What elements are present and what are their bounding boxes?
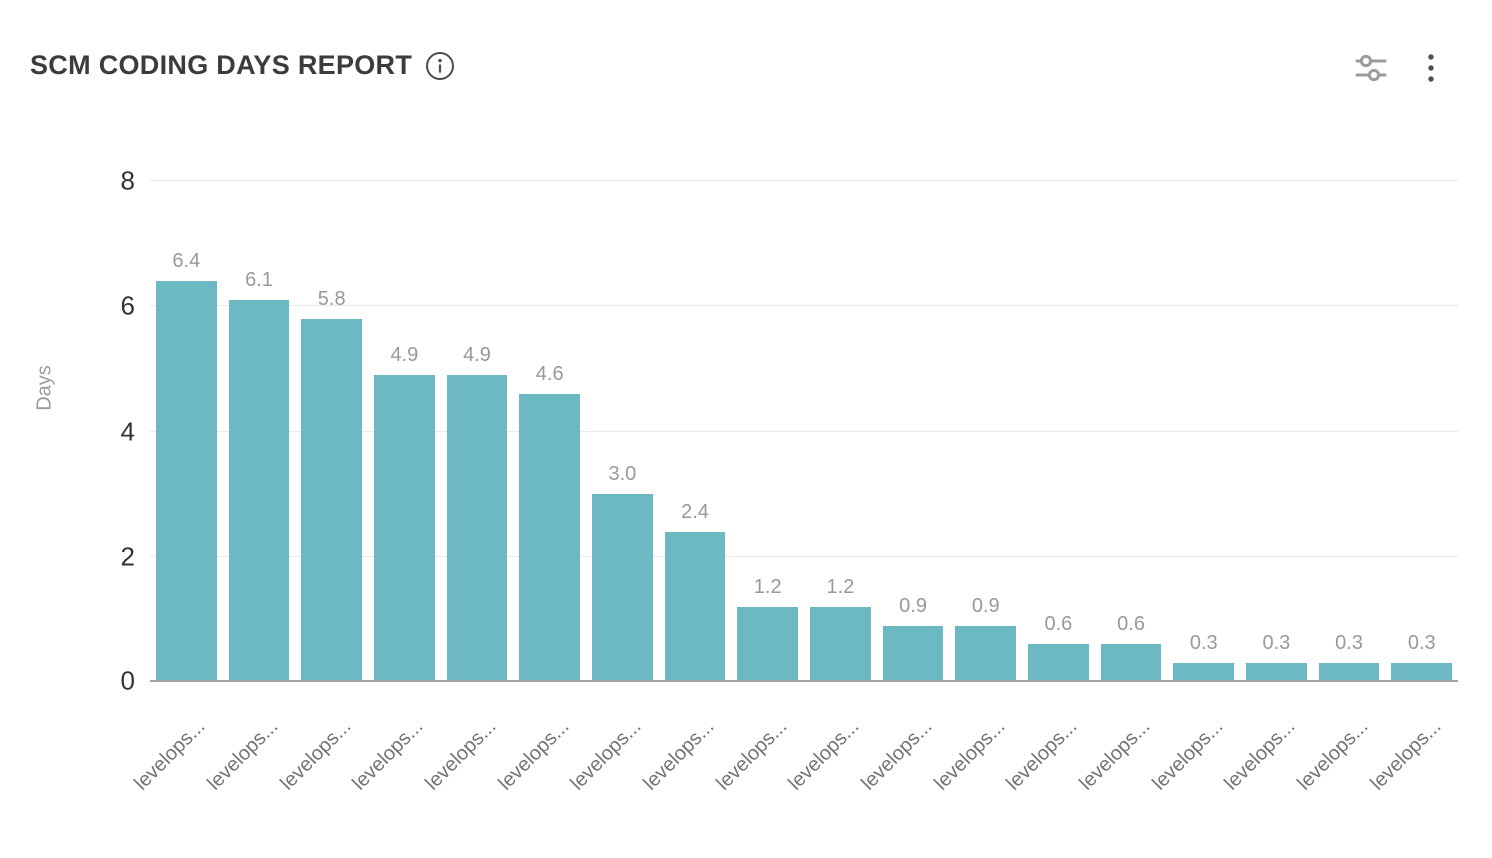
y-axis-title: Days (33, 365, 56, 411)
bar-slot-0: 6.4 levelops... (131, 181, 223, 795)
bar-value-label: 1.2 (826, 575, 855, 598)
bar-value-label: 0.6 (1044, 613, 1073, 636)
y-tick-label: 8 (120, 165, 135, 196)
bar-slot-5: 4.6 levelops... (494, 181, 586, 795)
x-axis-label: levelops... (639, 715, 719, 795)
bar-value-label: 6.4 (172, 250, 201, 273)
x-axis-label: levelops... (130, 715, 210, 795)
gridline-y-8: 8 (121, 166, 1458, 196)
gridline-y-0: 0 (121, 666, 1458, 696)
x-axis-label: levelops... (348, 715, 428, 795)
bar-slot-8: 1.2 levelops... (712, 181, 804, 795)
bar-8[interactable] (737, 606, 799, 682)
bar-12[interactable] (1028, 644, 1089, 682)
x-axis-label: levelops... (275, 715, 356, 795)
bar-0[interactable] (156, 281, 217, 682)
bar-slot-17: 0.3 levelops... (1366, 181, 1458, 795)
bar-slot-7: 2.4 levelops... (639, 181, 732, 795)
x-axis-label: levelops... (1293, 715, 1373, 795)
bar-slot-11: 0.9 levelops... (930, 181, 1022, 795)
bar-slot-3: 4.9 levelops... (349, 181, 441, 795)
bar-value-label: 0.3 (1262, 632, 1291, 655)
bar-value-label: 4.9 (390, 344, 419, 367)
plot-area: 0 2 4 6 8 6.4 levelops... 6.1 levelops... 5.8 leve… (121, 166, 1458, 795)
x-axis-label: levelops... (1365, 715, 1446, 795)
bar-value-label: 4.6 (535, 362, 564, 385)
header-actions (1354, 52, 1436, 84)
filter-sliders-icon[interactable] (1354, 54, 1388, 82)
bar-7[interactable] (664, 531, 726, 682)
y-tick-label: 4 (120, 416, 135, 446)
bar-3[interactable] (374, 375, 435, 682)
x-axis-label: levelops... (784, 715, 864, 795)
bar-10[interactable] (882, 625, 944, 682)
kebab-menu-icon[interactable] (1426, 52, 1436, 84)
bar-5[interactable] (519, 393, 581, 682)
y-tick-label: 2 (120, 541, 135, 572)
bar-value-label: 6.1 (245, 269, 273, 291)
x-axis-label: levelops... (1220, 715, 1300, 795)
y-tick-label: 6 (120, 290, 135, 321)
x-axis-label: levelops... (493, 715, 574, 795)
bar-value-label: 0.3 (1407, 632, 1436, 655)
bar-4[interactable] (446, 375, 508, 682)
bar-15[interactable] (1246, 663, 1307, 682)
bar-value-label: 3.0 (608, 463, 637, 486)
bar-slot-4: 4.9 levelops... (421, 181, 514, 795)
bar-6[interactable] (592, 494, 653, 682)
gridline-y-2: 2 (121, 541, 1458, 571)
bar-value-label: 2.4 (681, 500, 709, 523)
bar-value-label: 0.3 (1335, 632, 1363, 655)
x-axis-label: levelops... (566, 715, 646, 795)
x-axis-label: levelops... (1147, 715, 1228, 795)
x-axis-label: levelops... (1075, 715, 1155, 795)
bars-container: 6.4 levelops... 6.1 levelops... 5.8 levelops.… (131, 181, 1458, 795)
bar-value-label: 0.9 (971, 594, 1000, 617)
card-header: SCM CODING DAYS REPORT (30, 50, 455, 81)
x-axis-label: levelops... (711, 715, 792, 795)
bar-value-label: 0.6 (1117, 613, 1145, 636)
bar-value-label: 0.9 (899, 594, 927, 617)
bar-9[interactable] (810, 606, 871, 682)
bar-slot-14: 0.3 levelops... (1148, 181, 1240, 795)
page-title: SCM CODING DAYS REPORT (30, 50, 413, 80)
bar-slot-2: 5.8 levelops... (276, 181, 368, 795)
bar-slot-16: 0.3 levelops... (1293, 181, 1386, 795)
x-axis-label: levelops... (203, 715, 283, 795)
y-tick-label: 0 (120, 665, 135, 696)
x-axis-label: levelops... (857, 715, 937, 795)
x-axis-label: levelops... (421, 715, 501, 795)
bar-slot-10: 0.9 levelops... (857, 181, 950, 795)
bar-slot-6: 3.0 levelops... (567, 181, 659, 795)
bar-value-label: 5.8 (317, 287, 346, 310)
bar-slot-9: 1.2 levelops... (785, 181, 877, 795)
bar-2[interactable] (301, 318, 363, 682)
bar-slot-12: 0.6 levelops... (1003, 181, 1095, 795)
bar-slot-1: 6.1 levelops... (203, 181, 296, 795)
bar-16[interactable] (1318, 663, 1380, 682)
x-axis-label: levelops... (929, 715, 1010, 795)
x-axis-label: levelops... (1002, 715, 1082, 795)
gridline-y-6: 6 (121, 291, 1458, 321)
bar-value-label: 0.3 (1189, 632, 1218, 655)
bar-11[interactable] (955, 625, 1017, 682)
bar-13[interactable] (1100, 644, 1162, 682)
bar-14[interactable] (1173, 663, 1235, 682)
bar-slot-13: 0.6 levelops... (1075, 181, 1168, 795)
bar-1[interactable] (228, 300, 290, 682)
gridline-y-4: 4 (121, 416, 1458, 446)
info-icon[interactable] (425, 51, 455, 81)
bar-value-label: 4.9 (463, 344, 491, 367)
bar-slot-15: 0.3 levelops... (1221, 181, 1313, 795)
bar-17[interactable] (1391, 663, 1453, 682)
bar-value-label: 1.2 (753, 575, 782, 598)
